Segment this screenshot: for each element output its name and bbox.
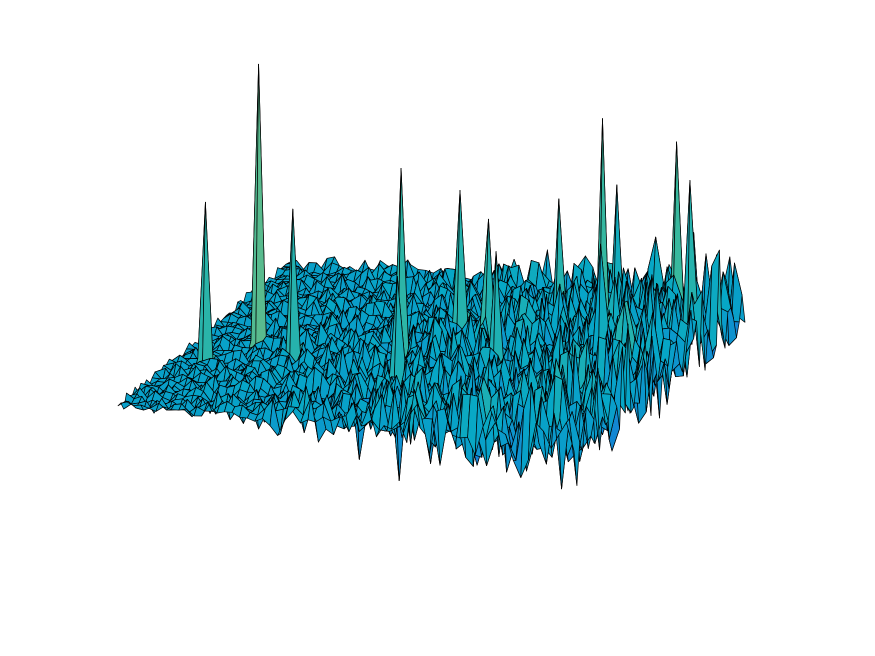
surface-cell	[566, 418, 578, 486]
surface-cell	[708, 249, 720, 358]
surface-mesh	[117, 63, 746, 490]
